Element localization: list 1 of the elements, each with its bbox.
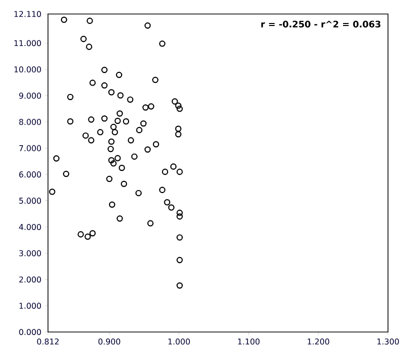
annotation: r = -0.250 - r^2 = 0.063 [261,20,380,28]
